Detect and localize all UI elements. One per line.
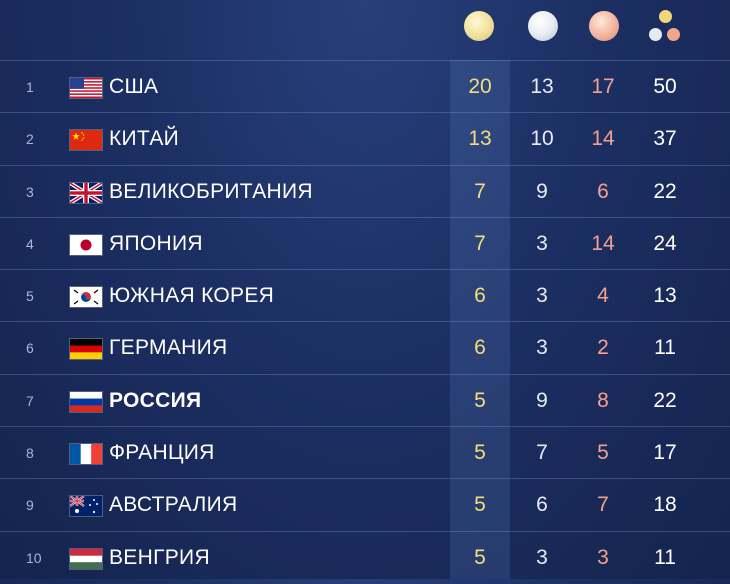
gold-column-highlight <box>450 60 510 579</box>
silver-count: 7 <box>536 441 548 465</box>
south-korea-flag-icon <box>70 287 102 308</box>
gold-count: 5 <box>474 545 486 569</box>
total-count: 17 <box>653 441 677 465</box>
total-count: 18 <box>653 493 677 517</box>
country-name: ЮЖНАЯ КОРЕЯ <box>109 284 275 308</box>
table-row: 7 РОССИЯ 5 9 8 22 <box>0 373 730 426</box>
rank: 10 <box>26 549 42 566</box>
total-count: 24 <box>653 231 677 255</box>
table-row: 6 ГЕРМАНИЯ 6 3 2 11 <box>0 321 730 373</box>
total-count: 37 <box>653 127 677 151</box>
total-count: 22 <box>653 179 677 203</box>
bronze-count: 14 <box>591 127 615 151</box>
germany-flag-icon <box>70 339 102 360</box>
total-count: 13 <box>653 284 677 308</box>
silver-count: 9 <box>536 388 548 412</box>
rank: 4 <box>26 235 34 252</box>
total-count: 11 <box>654 545 676 569</box>
hungary-flag-icon <box>70 548 102 569</box>
silver-count: 9 <box>536 179 548 203</box>
country-name: КИТАЙ <box>109 127 180 151</box>
uk-flag-icon <box>70 182 102 203</box>
table-row: 2 КИТАЙ 13 10 14 37 <box>0 112 730 164</box>
country-name: РОССИЯ <box>109 388 202 412</box>
gold-count: 7 <box>474 179 486 203</box>
rank: 8 <box>26 445 34 462</box>
table-row: 10 ВЕНГРИЯ 5 3 3 11 <box>0 530 730 583</box>
gold-count: 6 <box>474 284 486 308</box>
rank: 9 <box>26 497 34 514</box>
silver-medal-icon <box>528 11 558 41</box>
japan-flag-icon <box>70 234 102 255</box>
gold-medal-icon <box>464 11 494 41</box>
rank: 3 <box>26 183 34 200</box>
bronze-count: 7 <box>597 493 609 517</box>
rank: 2 <box>26 131 34 148</box>
rank: 6 <box>26 340 34 357</box>
silver-count: 3 <box>536 231 548 255</box>
china-flag-icon <box>70 130 102 151</box>
bronze-count: 3 <box>597 545 609 569</box>
australia-flag-icon <box>70 496 102 517</box>
silver-count: 3 <box>536 336 548 360</box>
country-name: ВЕЛИКОБРИТАНИЯ <box>109 179 313 203</box>
bronze-count: 2 <box>597 336 609 360</box>
silver-count: 6 <box>536 493 548 517</box>
bronze-count: 4 <box>597 284 609 308</box>
country-name: АВСТРАЛИЯ <box>109 493 238 517</box>
table-row: 8 ФРАНЦИЯ 5 7 5 17 <box>0 426 730 478</box>
country-name: ГЕРМАНИЯ <box>109 336 228 360</box>
total-count: 11 <box>654 336 676 360</box>
bronze-medal-icon <box>589 11 619 41</box>
table-row: 3 ВЕЛИКОБРИТАНИЯ 7 9 6 22 <box>0 164 730 217</box>
silver-count: 10 <box>530 127 554 151</box>
bronze-count: 5 <box>597 441 609 465</box>
table-row: 9 АВСТРАЛИЯ 5 6 7 18 <box>0 478 730 530</box>
bronze-count: 6 <box>597 179 609 203</box>
rank: 1 <box>26 79 34 95</box>
bronze-count: 8 <box>597 388 609 412</box>
table-row: 5 ЮЖНАЯ КОРЕЯ 6 3 4 13 <box>0 269 730 321</box>
silver-count: 13 <box>530 75 554 98</box>
silver-count: 3 <box>536 545 548 569</box>
country-name: ФРАНЦИЯ <box>109 441 215 465</box>
medal-table: 1 США 20 13 17 50 2 КИТАЙ 13 10 14 37 3 … <box>0 60 730 583</box>
usa-flag-icon <box>70 78 102 98</box>
total-medals-icon <box>649 10 683 44</box>
russia-flag-icon <box>70 391 102 412</box>
rank: 7 <box>26 392 34 409</box>
silver-count: 3 <box>536 284 548 308</box>
gold-count: 5 <box>474 388 486 412</box>
country-name: ВЕНГРИЯ <box>109 545 210 569</box>
table-row: 4 ЯПОНИЯ 7 3 14 24 <box>0 216 730 269</box>
country-name: США <box>109 75 159 98</box>
gold-count: 20 <box>468 75 492 98</box>
country-name: ЯПОНИЯ <box>109 231 203 255</box>
rank: 5 <box>26 288 34 305</box>
gold-count: 5 <box>474 493 486 517</box>
gold-count: 13 <box>468 127 492 151</box>
medal-table-header <box>0 0 730 60</box>
gold-count: 6 <box>474 336 486 360</box>
bronze-count: 17 <box>591 75 615 98</box>
table-row: 1 США 20 13 17 50 <box>0 60 730 112</box>
gold-count: 5 <box>474 441 486 465</box>
total-count: 22 <box>653 388 677 412</box>
total-count: 50 <box>653 75 677 98</box>
bronze-count: 14 <box>591 231 615 255</box>
gold-count: 7 <box>474 231 486 255</box>
france-flag-icon <box>70 444 102 465</box>
